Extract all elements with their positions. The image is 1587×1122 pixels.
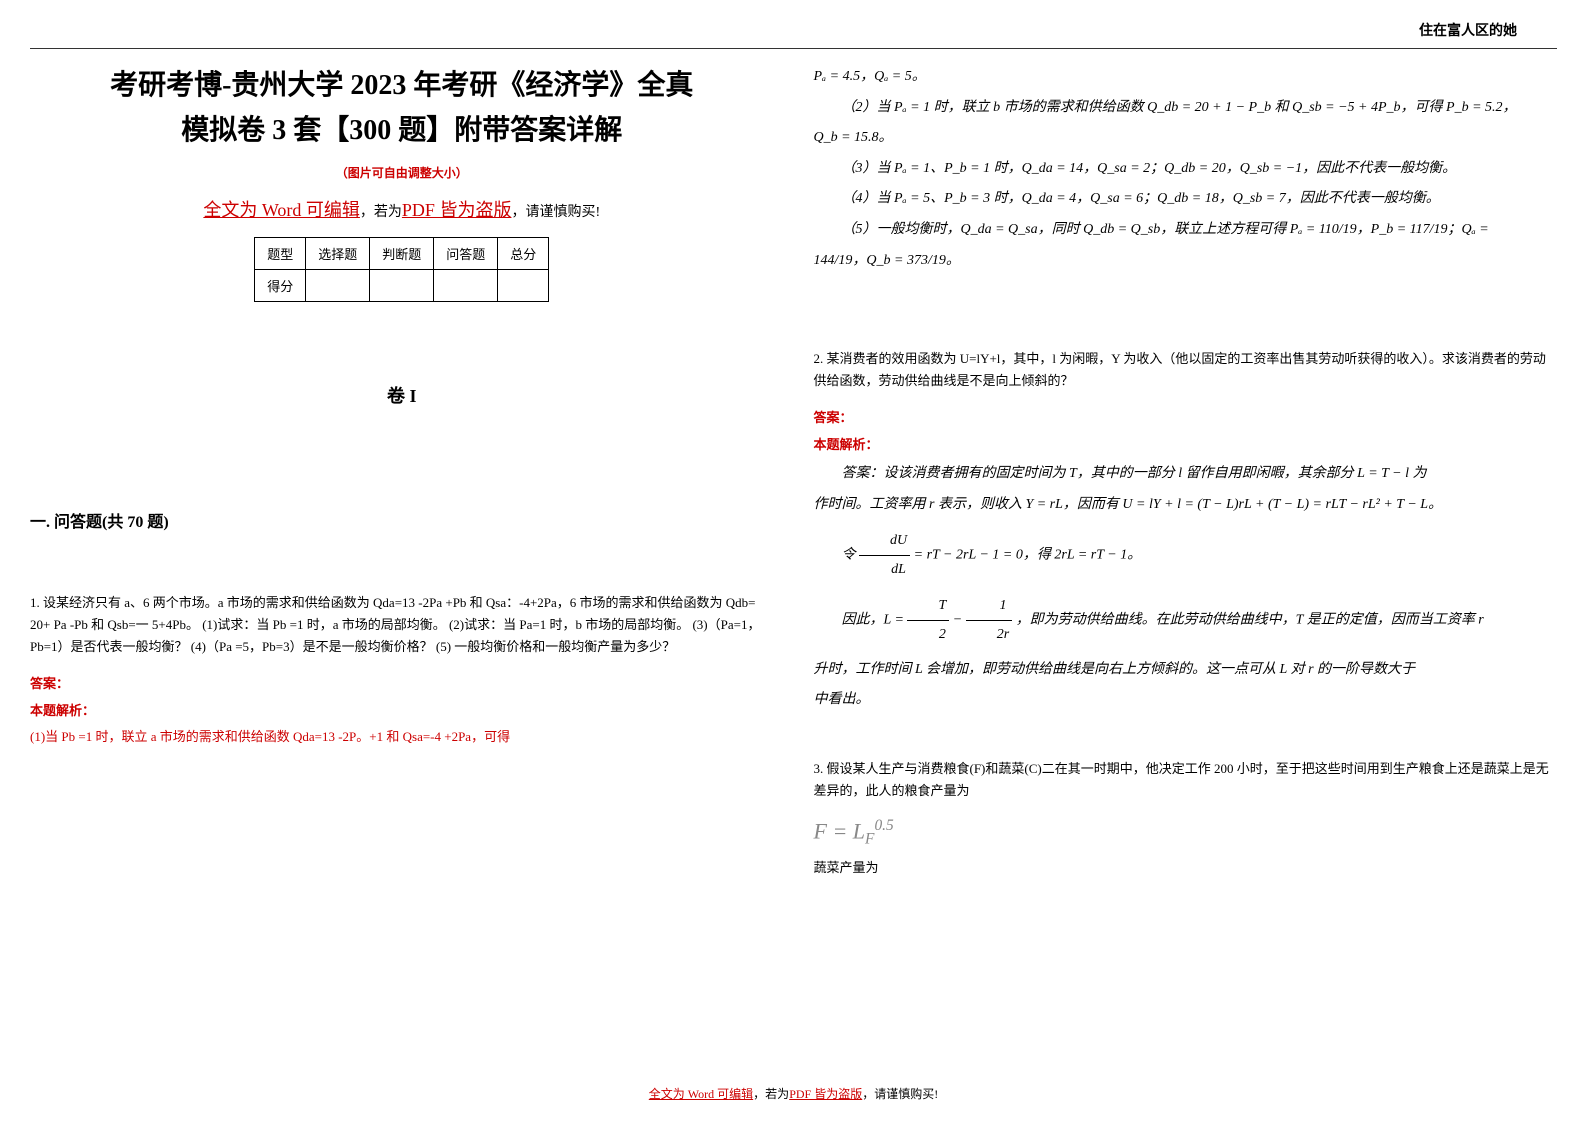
cell-qa [434, 269, 498, 301]
row-label: 得分 [255, 269, 306, 301]
right-column: Pₐ = 4.5，Qₐ = 5。 （2）当 Pₐ = 1 时，联立 b 市场的需… [814, 64, 1558, 894]
footer-suffix: ，请谨慎购买! [862, 1087, 938, 1101]
frac-12r: 12r [966, 592, 1012, 649]
q2-para-1: 答案：设该消费者拥有的固定时间为 T，其中的一部分 l 留作自用即闲暇，其余部分… [814, 461, 1558, 488]
q1-analysis-text: (1)当 Pb =1 时，联立 a 市场的需求和供给函数 Qda=13 -2P。… [30, 727, 774, 748]
q3-formula: F = LF0.5 [814, 817, 1558, 849]
cell-choice [306, 269, 370, 301]
q2-answer-label: 答案： [814, 407, 1558, 426]
sol-line-5: （4）当 Pₐ = 5、P_b = 3 时，Q_da = 4，Q_sa = 6；… [814, 186, 1558, 213]
question-2: 2. 某消费者的效用函数为 U=lY+l，其中，l 为闲暇，Y 为收入（他以固定… [814, 348, 1558, 392]
edit-mid: ，若为 [360, 205, 402, 220]
question-1: 1. 设某经济只有 a、6 两个市场。a 市场的需求和供给函数为 Qda=13 … [30, 592, 774, 658]
footer-word: 全文为 Word 可编辑 [649, 1087, 753, 1101]
page-footer: 全文为 Word 可编辑，若为PDF 皆为盗版，请谨慎购买! [0, 1085, 1587, 1102]
sol-line-2: （2）当 Pₐ = 1 时，联立 b 市场的需求和供给函数 Q_db = 20 … [814, 95, 1558, 122]
frac-t2: T2 [907, 592, 949, 649]
q1-answer-label: 答案： [30, 673, 774, 692]
q1-analysis-label: 本题解析： [30, 700, 774, 719]
let-text: 令 [842, 547, 856, 562]
sol-line-1: Pₐ = 4.5，Qₐ = 5。 [814, 64, 1558, 91]
sol-line-3: Q_b = 15.8。 [814, 125, 1558, 152]
q2-therefore-line: 因此，L = T2 − 12r ，即为劳动供给曲线。在此劳动供给曲线中，T 是正… [814, 592, 1558, 649]
question-3: 3. 假设某人生产与消费粮食(F)和蔬菜(C)二在其一时期中，他决定工作 200… [814, 758, 1558, 802]
deriv-eq: = rT − 2rL − 1 = 0，得 2rL = rT − 1。 [914, 547, 1142, 562]
edit-suffix: ，请谨慎购买! [511, 205, 600, 220]
sol-line-6: （5）一般均衡时，Q_da = Q_sa，同时 Q_db = Q_sb，联立上述… [814, 217, 1558, 244]
pdf-pirate-text: PDF 皆为盗版 [402, 200, 512, 220]
th-qa: 问答题 [434, 237, 498, 269]
th-total: 总分 [498, 237, 549, 269]
table-score-row: 得分 [255, 269, 549, 301]
main-columns: 考研考博-贵州大学 2023 年考研《经济学》全真 模拟卷 3 套【300 题】… [30, 64, 1557, 894]
word-editable-text: 全文为 Word 可编辑 [203, 200, 360, 220]
table-header-row: 题型 选择题 判断题 问答题 总分 [255, 237, 549, 269]
th-judge: 判断题 [370, 237, 434, 269]
sol-line-4: （3）当 Pₐ = 1、P_b = 1 时，Q_da = 14，Q_sa = 2… [814, 156, 1558, 183]
sol-line-7: 144/19，Q_b = 373/19。 [814, 248, 1558, 275]
edit-notice: 全文为 Word 可编辑，若为PDF 皆为盗版，请谨慎购买! [30, 196, 774, 222]
header-watermark: 住在富人区的她 [30, 20, 1557, 49]
cell-judge [370, 269, 434, 301]
doc-title-line2: 模拟卷 3 套【300 题】附带答案详解 [30, 109, 774, 154]
cell-total [498, 269, 549, 301]
therefore-prefix: 因此，L = [842, 612, 908, 627]
th-choice: 选择题 [306, 237, 370, 269]
minus-sign: − [953, 612, 966, 627]
q2-analysis-label: 本题解析： [814, 434, 1558, 453]
doc-subtitle: （图片可自由调整大小） [30, 164, 774, 181]
deriv-fraction: dUdL [859, 527, 910, 584]
th-type: 题型 [255, 237, 306, 269]
volume-marker: 卷 I [30, 382, 774, 408]
q2-para-6: 中看出。 [814, 687, 1558, 714]
doc-title-line1: 考研考博-贵州大学 2023 年考研《经济学》全真 [30, 64, 774, 109]
left-column: 考研考博-贵州大学 2023 年考研《经济学》全真 模拟卷 3 套【300 题】… [30, 64, 774, 894]
score-table: 题型 选择题 判断题 问答题 总分 得分 [254, 237, 549, 302]
footer-pdf: PDF 皆为盗版 [789, 1087, 862, 1101]
therefore-suffix: ，即为劳动供给曲线。在此劳动供给曲线中，T 是正的定值，因而当工资率 r [1016, 612, 1484, 627]
section-heading: 一. 问答题(共 70 题) [30, 508, 774, 532]
q2-para-5: 升时，工作时间 L 会增加，即劳动供给曲线是向右上方倾斜的。这一点可从 L 对 … [814, 657, 1558, 684]
q2-para-2: 作时间。工资率用 r 表示，则收入 Y = rL，因而有 U = lY + l … [814, 492, 1558, 519]
footer-mid: ，若为 [753, 1087, 789, 1101]
q3-veg-label: 蔬菜产量为 [814, 857, 1558, 879]
q2-derivative-line: 令 dUdL = rT − 2rL − 1 = 0，得 2rL = rT − 1… [814, 527, 1558, 584]
